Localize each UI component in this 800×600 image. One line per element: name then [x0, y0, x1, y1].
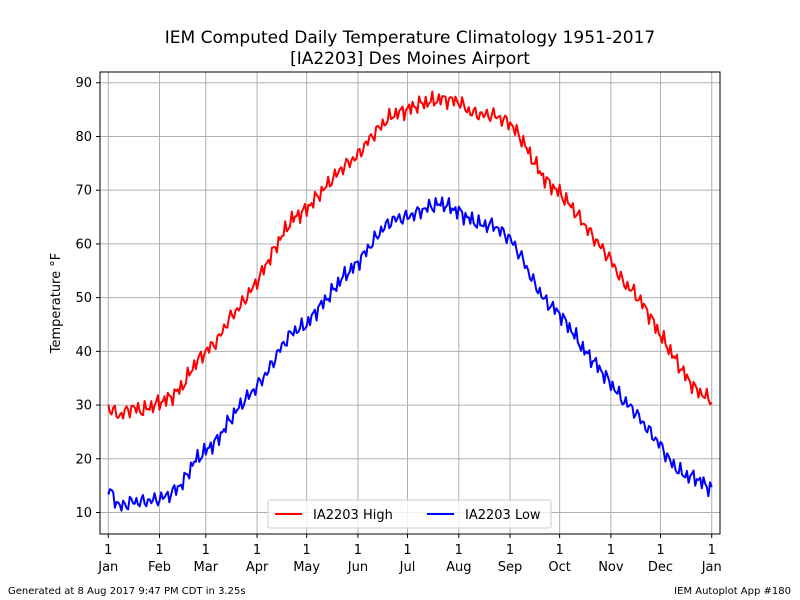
x-tick-day-label: 1: [656, 543, 664, 558]
x-tick-day-label: 1: [708, 543, 716, 558]
x-tick-month-label: Oct: [548, 560, 570, 575]
x-tick-day-label: 1: [155, 543, 163, 558]
x-tick-month-label: Jun: [347, 560, 368, 575]
x-tick-month-label: Nov: [598, 560, 624, 575]
x-tick-day-label: 1: [506, 543, 514, 558]
x-tick-day-label: 1: [403, 543, 411, 558]
y-tick-label: 60: [75, 237, 92, 252]
legend-label-high: IA2203 High: [313, 508, 393, 523]
series-line-low: [107, 196, 713, 512]
x-tick-day-label: 1: [555, 543, 563, 558]
x-tick-day-label: 1: [303, 543, 311, 558]
y-tick-label: 90: [75, 76, 92, 91]
x-tick-month-label: Jan: [701, 560, 722, 575]
y-tick-label: 20: [75, 452, 92, 467]
legend-box: [267, 499, 552, 529]
x-tick-day-label: 1: [455, 543, 463, 558]
legend-label-low: IA2203 Low: [465, 508, 541, 523]
x-tick-day-label: 1: [253, 543, 261, 558]
chart-title-line1: IEM Computed Daily Temperature Climatolo…: [165, 28, 655, 48]
y-tick-label: 80: [75, 130, 92, 145]
series-layer: [107, 90, 713, 512]
x-tick-month-label: Jan: [97, 560, 118, 575]
y-tick-label: 30: [75, 399, 92, 414]
y-tick-label: 40: [75, 345, 92, 360]
x-tick-month-label: Aug: [446, 560, 471, 575]
x-tick-day-label: 1: [607, 543, 615, 558]
x-tick-month-label: Dec: [648, 560, 673, 575]
footer-generated-text: Generated at 8 Aug 2017 9:47 PM CDT in 3…: [8, 586, 246, 597]
y-tick-label: 50: [75, 291, 92, 306]
y-axis-label: Temperature °F: [49, 253, 64, 354]
plot-frame: [99, 71, 721, 535]
chart-title-line2: [IA2203] Des Moines Airport: [290, 49, 530, 69]
y-axis: 10 20 30 40 50 60 70 80 90: [75, 76, 100, 521]
footer-app-id: IEM Autoplot App #180: [674, 586, 791, 597]
x-tick-month-label: Jul: [399, 560, 416, 575]
x-tick-day-label: 1: [202, 543, 210, 558]
x-tick-month-label: May: [293, 560, 320, 575]
x-tick-month-label: Sep: [498, 560, 523, 575]
x-tick-month-label: Apr: [246, 560, 269, 575]
x-axis: 1 Jan 1 Feb 1 Mar 1 Apr 1 May 1 Jun 1 Jul 1 Aug 1 Sep 1 Oct…: [97, 534, 722, 575]
x-tick-day-label: 1: [354, 543, 362, 558]
x-tick-month-label: Mar: [194, 560, 219, 575]
grid: [100, 72, 720, 534]
y-tick-label: 10: [75, 506, 92, 521]
x-tick-day-label: 1: [104, 543, 112, 558]
x-tick-month-label: Feb: [148, 560, 171, 575]
y-tick-label: 70: [75, 184, 92, 199]
series-line-high: [107, 90, 713, 420]
legend: IA2203 High IA2203 Low: [267, 499, 552, 529]
